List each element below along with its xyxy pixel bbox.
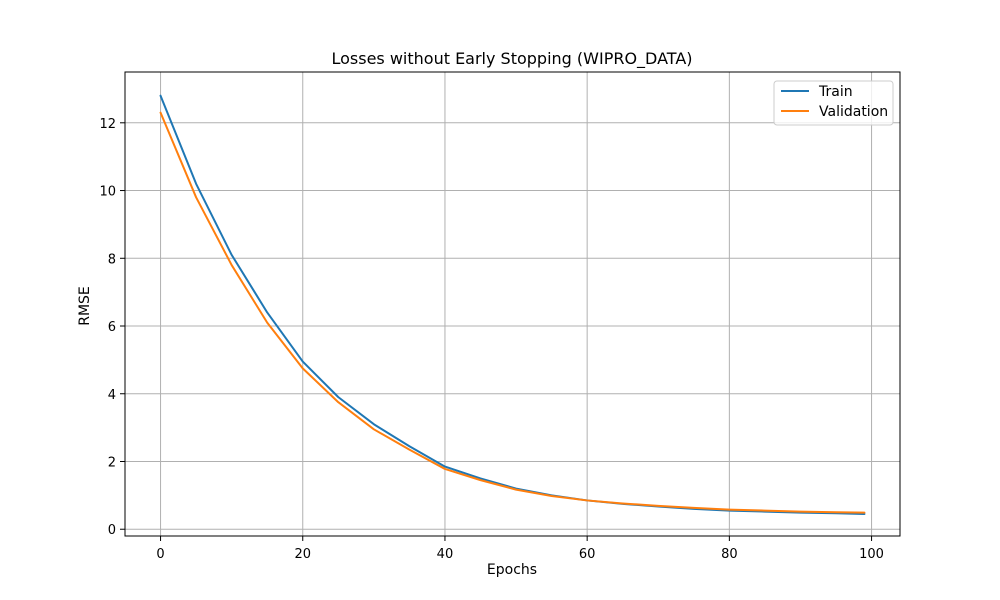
- series-lines: [159, 94, 866, 515]
- axis-ticks: 0 20 40 60 80 100 0 2 4 6 8 10 12: [99, 117, 884, 562]
- x-tick-label: 0: [156, 547, 164, 562]
- plot-area-frame: [124, 71, 901, 537]
- y-tick-label: 2: [108, 455, 116, 470]
- y-tick-label: 10: [99, 185, 116, 200]
- x-tick-label: 60: [579, 547, 596, 562]
- x-tick-label: 100: [859, 547, 884, 562]
- y-tick-label: 4: [108, 388, 116, 403]
- y-tick-label: 8: [108, 252, 116, 267]
- legend-label-validation: Validation: [819, 104, 888, 120]
- y-tick-label: 0: [108, 523, 116, 538]
- y-tick-label: 6: [108, 320, 116, 335]
- grid-lines: [125, 72, 900, 536]
- legend-label-train: Train: [818, 84, 853, 100]
- x-axis-label: Epochs: [487, 562, 537, 578]
- legend: Train Validation: [773, 80, 894, 126]
- x-tick-label: 20: [294, 547, 311, 562]
- x-tick-label: 40: [437, 547, 454, 562]
- series-line-validation: [159, 111, 866, 514]
- y-axis-label: RMSE: [77, 286, 93, 326]
- x-tick-label: 80: [721, 547, 738, 562]
- chart-title: Losses without Early Stopping (WIPRO_DAT…: [331, 49, 692, 69]
- y-tick-label: 12: [99, 117, 116, 132]
